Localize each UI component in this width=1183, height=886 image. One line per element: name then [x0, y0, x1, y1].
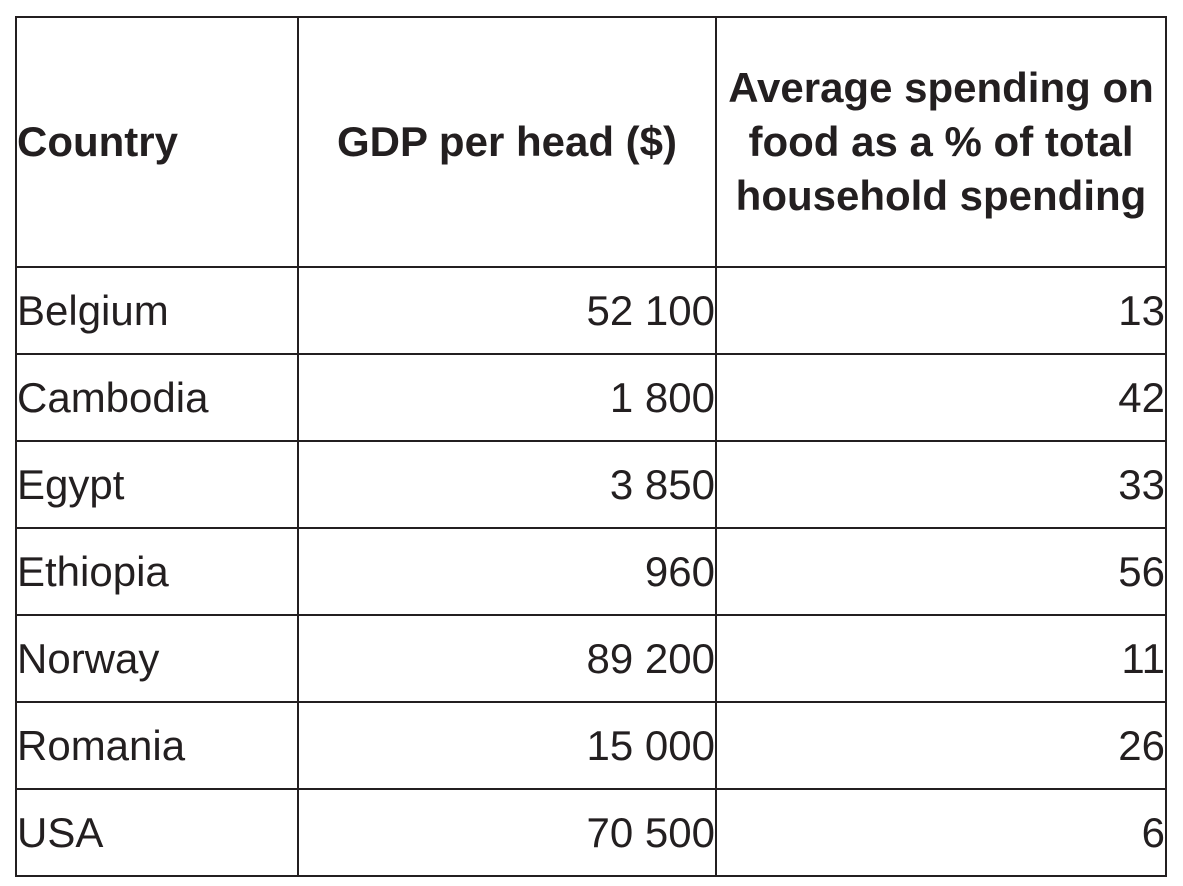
cell-country: USA	[15, 788, 299, 877]
header-country: Country	[15, 16, 299, 268]
cell-gdp: 15 000	[297, 701, 717, 790]
table-row: Norway 89 200 11	[15, 614, 1167, 703]
cell-country: Romania	[15, 701, 299, 790]
cell-country: Egypt	[15, 440, 299, 529]
table-row: Egypt 3 850 33	[15, 440, 1167, 529]
cell-food-percent: 56	[715, 527, 1167, 616]
table-row: Ethiopia 960 56	[15, 527, 1167, 616]
table-row: Belgium 52 100 13	[15, 266, 1167, 355]
cell-gdp: 70 500	[297, 788, 717, 877]
table-row: Cambodia 1 800 42	[15, 353, 1167, 442]
header-gdp-per-head: GDP per head ($)	[297, 16, 717, 268]
cell-gdp: 52 100	[297, 266, 717, 355]
country-spending-table: Country GDP per head ($) Average spendin…	[15, 16, 1167, 877]
table-row: Romania 15 000 26	[15, 701, 1167, 790]
table-row: USA 70 500 6	[15, 788, 1167, 877]
cell-food-percent: 13	[715, 266, 1167, 355]
header-food-spending: Average spending on food as a % of total…	[715, 16, 1167, 268]
header-row: Country GDP per head ($) Average spendin…	[15, 16, 1167, 268]
cell-gdp: 1 800	[297, 353, 717, 442]
cell-country: Cambodia	[15, 353, 299, 442]
cell-food-percent: 26	[715, 701, 1167, 790]
cell-food-percent: 11	[715, 614, 1167, 703]
cell-gdp: 3 850	[297, 440, 717, 529]
cell-food-percent: 6	[715, 788, 1167, 877]
cell-food-percent: 33	[715, 440, 1167, 529]
cell-gdp: 89 200	[297, 614, 717, 703]
cell-country: Ethiopia	[15, 527, 299, 616]
cell-country: Belgium	[15, 266, 299, 355]
cell-gdp: 960	[297, 527, 717, 616]
cell-food-percent: 42	[715, 353, 1167, 442]
cell-country: Norway	[15, 614, 299, 703]
